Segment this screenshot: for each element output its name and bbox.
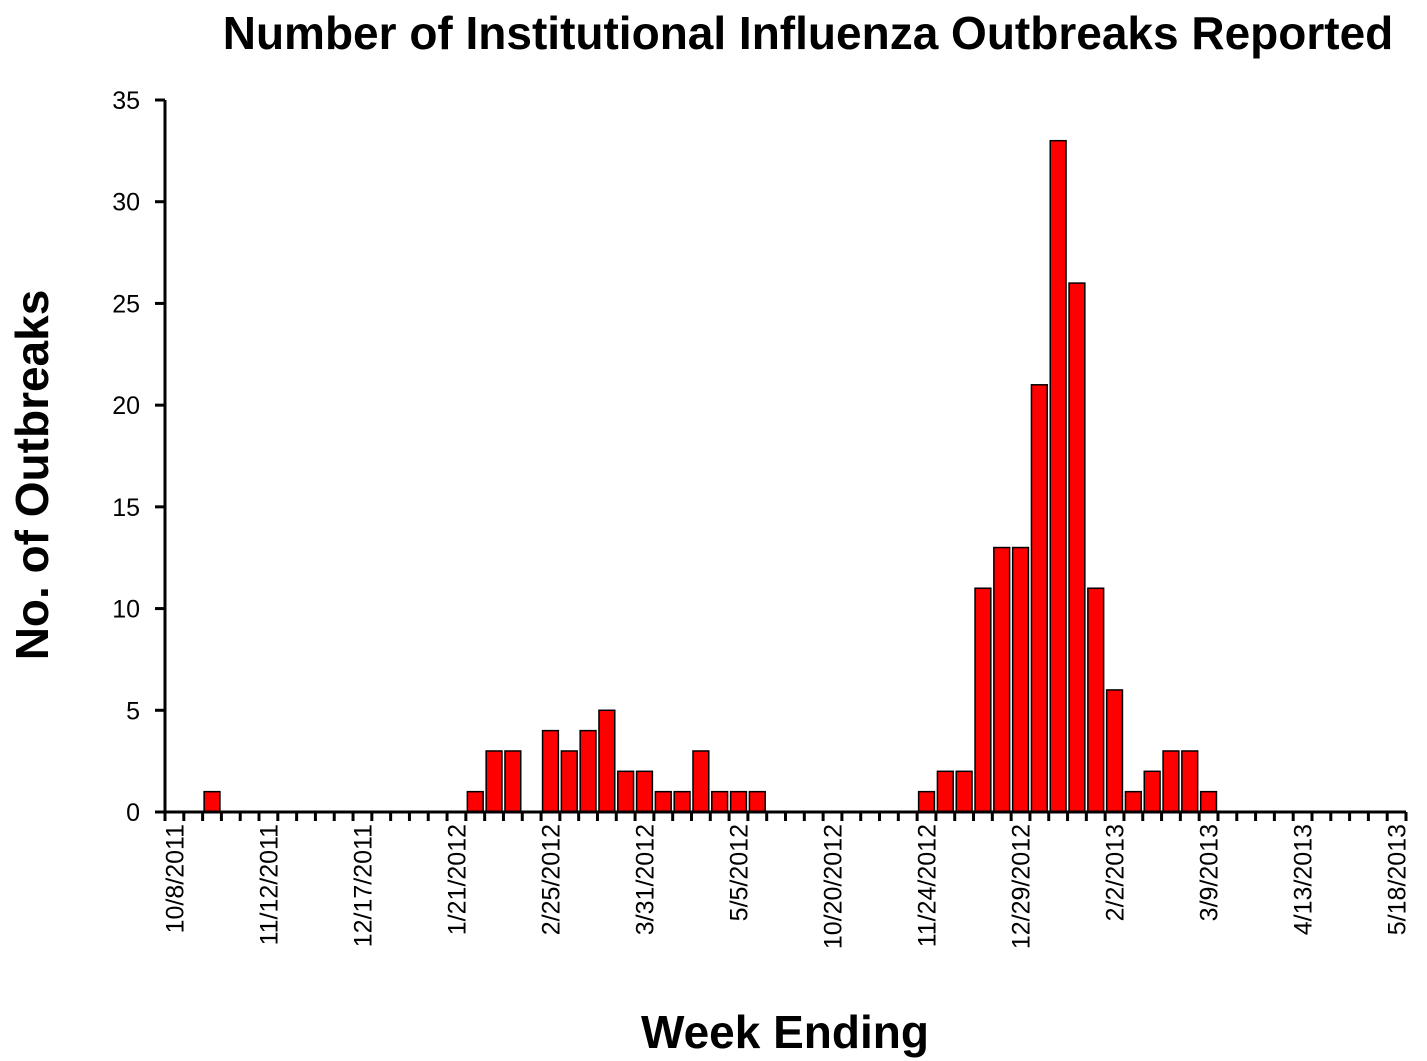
bar [485, 750, 503, 813]
bar [974, 587, 992, 813]
bar [936, 770, 954, 813]
bar [1181, 750, 1199, 813]
bar [617, 770, 635, 813]
bar [1049, 139, 1067, 813]
x-tick-label: 10/20/2012 [820, 824, 848, 949]
bar [504, 750, 522, 813]
y-tick-label: 35 [112, 87, 140, 115]
bar [1124, 790, 1143, 813]
x-tick-label: 4/13/2013 [1290, 824, 1318, 935]
x-tick-label: 11/24/2012 [914, 824, 942, 947]
chart-title: Number of Institutional Influenza Outbre… [222, 7, 1394, 59]
bar [1105, 689, 1124, 813]
x-tick-label: 10/8/2011 [161, 824, 189, 933]
x-tick-label: 2/2/2013 [1102, 824, 1130, 921]
x-tick-label: 1/21/2012 [443, 824, 471, 935]
y-tick-label: 15 [112, 494, 140, 522]
x-tick-label: 5/18/2013 [1384, 824, 1412, 935]
bar [1087, 587, 1105, 813]
x-tick-label: 3/9/2013 [1196, 824, 1224, 921]
bar [1143, 770, 1161, 813]
bar [1199, 790, 1218, 813]
bar [1162, 750, 1180, 813]
x-tick-label: 5/5/2012 [725, 824, 753, 921]
bar [1030, 384, 1048, 813]
bar [729, 790, 748, 813]
y-tick-label: 30 [112, 189, 140, 217]
bar [692, 750, 710, 813]
y-axis-title: No. of Outbreaks [6, 290, 58, 661]
bar [673, 790, 691, 813]
bar [711, 790, 729, 813]
bar [917, 790, 936, 813]
x-axis-title: Week Ending [641, 1006, 929, 1058]
bar [541, 729, 560, 813]
bar [579, 729, 597, 813]
bar [1011, 546, 1030, 813]
bar [1068, 282, 1086, 813]
bar [748, 790, 766, 813]
x-tick-label: 2/25/2012 [537, 824, 565, 935]
bar [466, 790, 484, 813]
y-tick-label: 25 [112, 290, 140, 318]
x-tick-label: 11/12/2011 [255, 824, 283, 945]
y-tick-label: 10 [112, 596, 140, 624]
bar [203, 790, 221, 813]
bar [955, 770, 973, 813]
bar [993, 546, 1011, 813]
y-tick-label: 5 [126, 697, 140, 725]
bar [598, 709, 616, 813]
bar [560, 750, 578, 813]
x-tick-label: 12/17/2011 [349, 824, 377, 947]
bar [635, 770, 654, 813]
y-tick-label: 0 [126, 799, 140, 827]
x-tick-label: 12/29/2012 [1008, 824, 1036, 949]
bar [654, 790, 672, 813]
y-tick-label: 20 [112, 392, 140, 420]
x-tick-label: 3/31/2012 [631, 824, 659, 935]
